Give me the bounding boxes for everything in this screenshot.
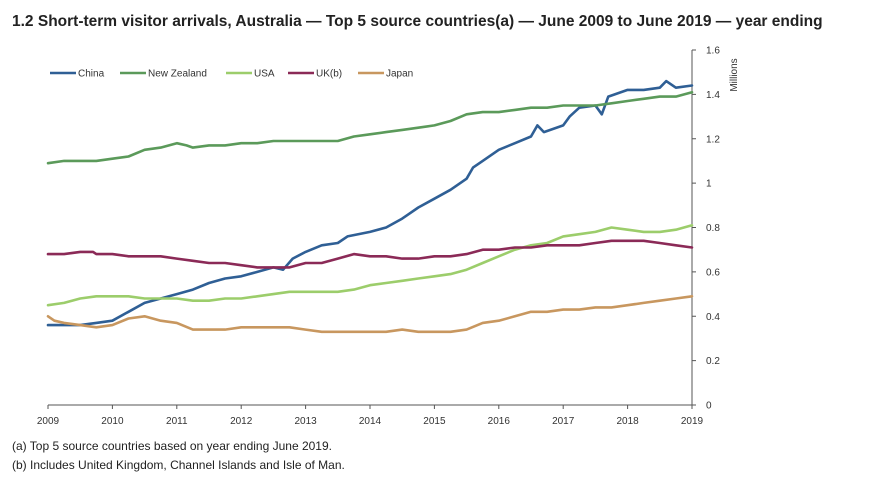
y-tick-label: 0: [706, 401, 712, 412]
y-tick-label: 1.2: [706, 134, 720, 145]
y-tick-label: 1.6: [706, 46, 720, 57]
x-tick-label: 2009: [37, 416, 60, 427]
series-line-uk-b: [46, 239, 694, 269]
y-tick-label: 0.8: [706, 223, 720, 234]
x-tick-label: 2015: [423, 416, 446, 427]
y-tick-label: 0.2: [706, 356, 720, 367]
y-axis-ticks: 0 0.2 0.4 0.6 0.8 1 1.2 1.4 1.6: [692, 46, 720, 412]
series-line-usa: [46, 224, 694, 307]
x-tick-label: 2018: [616, 416, 639, 427]
legend-label-china: China: [78, 69, 105, 80]
legend-label-usa: USA: [254, 69, 275, 80]
legend-label-uk-b: UK(b): [316, 69, 342, 80]
footnote-b: (b) Includes United Kingdom, Channel Isl…: [12, 458, 345, 472]
legend: China New Zealand USA UK(b) Japan: [50, 69, 413, 80]
y-tick-label: 1: [706, 179, 712, 190]
y-axis-unit-label: Millions: [729, 58, 740, 91]
x-tick-label: 2013: [294, 416, 317, 427]
x-tick-label: 2011: [166, 416, 188, 427]
legend-label-new-zealand: New Zealand: [148, 69, 207, 80]
x-tick-label: 2019: [681, 416, 704, 427]
x-tick-label: 2017: [552, 416, 575, 427]
chart-title: 1.2 Short-term visitor arrivals, Austral…: [12, 13, 823, 30]
footnote-a: (a) Top 5 source countries based on year…: [12, 439, 332, 453]
series-lines: [46, 79, 694, 334]
x-tick-label: 2016: [488, 416, 511, 427]
plot-area: [48, 50, 693, 406]
x-axis-ticks: 2009 2010 2011 2012 2013 2014 2015 2016 2017 2018…: [37, 405, 704, 427]
x-tick-label: 2014: [359, 416, 382, 427]
series-line-china: [46, 79, 694, 327]
series-line-japan: [46, 295, 694, 334]
x-tick-label: 2012: [230, 416, 253, 427]
legend-label-japan: Japan: [386, 69, 413, 80]
y-tick-label: 0.4: [706, 312, 720, 323]
x-tick-label: 2010: [101, 416, 124, 427]
footnotes: (a) Top 5 source countries based on year…: [12, 437, 345, 475]
series-line-new-zealand: [46, 90, 694, 165]
y-tick-label: 1.4: [706, 90, 720, 101]
y-tick-label: 0.6: [706, 267, 720, 278]
